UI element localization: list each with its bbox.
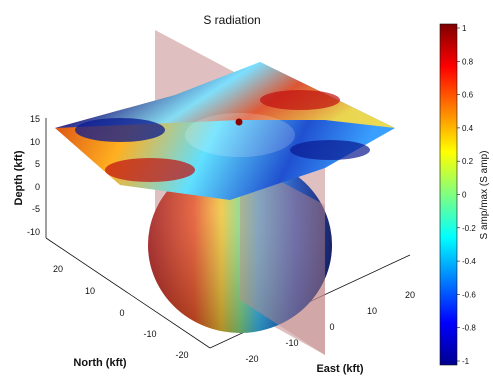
colorbar-tick-label: -1 [462, 357, 470, 366]
z-tick-label: 15 [30, 114, 40, 124]
chart-title: S radiation [203, 13, 260, 27]
colorbar-tick-label: 1 [462, 24, 467, 33]
y-tick-label: 10 [85, 286, 95, 296]
colorbar-tick-label: 0.8 [462, 57, 474, 66]
z-axis-label: Depth (kft) [13, 150, 25, 205]
z-tick-label: 5 [35, 159, 40, 169]
x-tick-label: 20 [405, 290, 415, 300]
x-tick-label: -20 [245, 354, 258, 364]
y-axis: 20 10 0 -10 -20 [53, 264, 189, 360]
z-tick-label: -10 [27, 227, 40, 237]
z-axis: 15 10 5 0 -5 -10 [27, 114, 40, 237]
x-tick-label: -10 [285, 338, 298, 348]
colorbar-tick-label: 0.2 [462, 157, 474, 166]
y-tick-label: 20 [53, 264, 63, 274]
x-tick-label: 0 [329, 322, 334, 332]
y-tick-label: 0 [119, 308, 124, 318]
colorbar: 1 0.8 0.6 0.4 0.2 0 -0.2 -0.4 -0.6 -0.8 -1 S amp/m… [439, 23, 490, 366]
colorbar-label: S amp/max (S amp) [479, 151, 490, 240]
vertical-plane-front [240, 160, 325, 355]
y-tick-label: -10 [143, 329, 156, 339]
z-tick-label: 0 [35, 182, 40, 192]
colorbar-ticks: 1 0.8 0.6 0.4 0.2 0 -0.2 -0.4 -0.6 -0.8 -1 [457, 24, 476, 366]
z-tick-label: 10 [30, 137, 40, 147]
colorbar-tick-label: -0.4 [462, 257, 476, 266]
horizontal-plane [55, 62, 395, 200]
colorbar-tick-label: -0.8 [462, 324, 476, 333]
colorbar-tick-label: 0 [462, 191, 467, 200]
colorbar-tick-label: 0.4 [462, 124, 474, 133]
colorbar-gradient [439, 23, 458, 366]
colorbar-tick-label: -0.6 [462, 290, 476, 299]
source-point [235, 118, 243, 126]
colorbar-tick-label: 0.6 [462, 91, 474, 100]
x-axis-label: East (kft) [316, 363, 363, 375]
colorbar-tick-label: -0.2 [462, 224, 476, 233]
z-tick-label: -5 [32, 204, 40, 214]
x-axis: -20 -10 0 10 20 [245, 290, 415, 364]
sphere [148, 157, 332, 333]
x-tick-label: 10 [367, 306, 377, 316]
y-axis-label: North (kft) [73, 357, 126, 369]
y-tick-label: -20 [175, 350, 188, 360]
